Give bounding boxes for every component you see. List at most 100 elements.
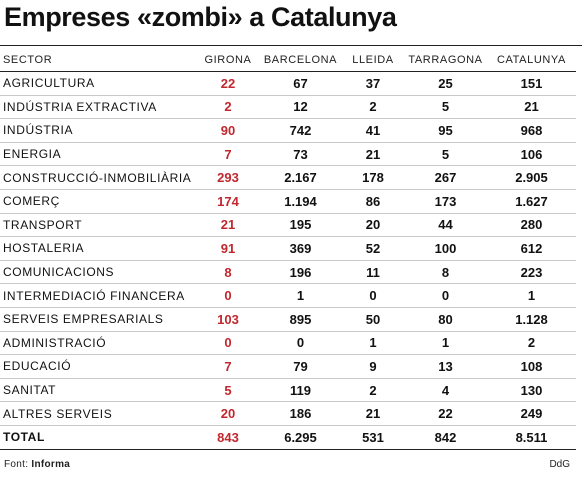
barcelona-cell: 195 [259,213,342,238]
girona-cell: 7 [197,354,259,379]
tarragona-cell: 5 [404,142,487,167]
catalunya-cell: 968 [487,118,576,143]
girona-cell: 91 [197,236,259,261]
barcelona-cell: 895 [259,307,342,332]
tarragona-cell: 267 [404,165,487,190]
credit-label: DdG [549,459,570,470]
zombie-companies-table: SECTOR GIRONA BARCELONA LLEIDA TARRAGONA… [0,49,576,450]
table-header-row: SECTOR GIRONA BARCELONA LLEIDA TARRAGONA… [0,49,576,72]
girona-cell: 0 [197,331,259,356]
sector-cell: TRANSPORT [0,213,197,238]
table-row: COMUNICACIONS 8 196 11 8 223 [0,260,576,285]
barcelona-cell: 12 [259,95,342,120]
barcelona-cell: 0 [259,331,342,356]
tarragona-cell: 5 [404,95,487,120]
barcelona-cell: 73 [259,142,342,167]
sector-cell: EDUCACIÓ [0,354,197,379]
table-row: INTERMEDIACIÓ FINANCERA 0 1 0 0 1 [0,283,576,308]
lleida-cell: 20 [342,213,404,238]
tarragona-cell: 842 [404,425,487,450]
source-note: Font: Informa [4,459,70,470]
table-row: AGRICULTURA 22 67 37 25 151 [0,71,576,96]
table-row: ENERGIA 7 73 21 5 106 [0,142,576,167]
tarragona-cell: 80 [404,307,487,332]
sector-cell: SANITAT [0,378,197,403]
table-row: HOSTALERIA 91 369 52 100 612 [0,236,576,261]
lleida-cell: 0 [342,283,404,308]
barcelona-cell: 186 [259,401,342,426]
sector-cell: CONSTRUCCIÓ-INMOBILIÀRIA [0,165,197,190]
sector-cell: AGRICULTURA [0,71,197,96]
sector-cell: COMUNICACIONS [0,260,197,285]
catalunya-cell: 1.128 [487,307,576,332]
table-row: INDÚSTRIA 90 742 41 95 968 [0,118,576,143]
lleida-cell: 1 [342,331,404,356]
catalunya-cell: 249 [487,401,576,426]
sector-cell: ALTRES SERVEIS [0,401,197,426]
girona-cell: 103 [197,307,259,332]
sector-cell: TOTAL [0,425,197,450]
girona-cell: 7 [197,142,259,167]
column-header-catalunya: CATALUNYA [487,49,576,72]
sector-cell: COMERÇ [0,189,197,214]
barcelona-cell: 742 [259,118,342,143]
lleida-cell: 9 [342,354,404,379]
tarragona-cell: 8 [404,260,487,285]
page-title: Empreses «zombi» a Catalunya [4,2,397,32]
girona-cell: 293 [197,165,259,190]
sector-cell: HOSTALERIA [0,236,197,261]
table-row: TRANSPORT 21 195 20 44 280 [0,213,576,238]
barcelona-cell: 67 [259,71,342,96]
girona-cell: 20 [197,401,259,426]
tarragona-cell: 173 [404,189,487,214]
catalunya-cell: 280 [487,213,576,238]
column-header-tarragona: TARRAGONA [404,49,487,72]
tarragona-cell: 95 [404,118,487,143]
catalunya-cell: 8.511 [487,425,576,450]
tarragona-cell: 4 [404,378,487,403]
girona-cell: 2 [197,95,259,120]
table-row: ADMINISTRACIÓ 0 0 1 1 2 [0,331,576,356]
girona-cell: 8 [197,260,259,285]
girona-cell: 21 [197,213,259,238]
lleida-cell: 50 [342,307,404,332]
table-row: ALTRES SERVEIS 20 186 21 22 249 [0,401,576,426]
sector-cell: ADMINISTRACIÓ [0,331,197,356]
barcelona-cell: 6.295 [259,425,342,450]
tarragona-cell: 1 [404,331,487,356]
lleida-cell: 11 [342,260,404,285]
lleida-cell: 531 [342,425,404,450]
catalunya-cell: 21 [487,95,576,120]
table-row: SERVEIS EMPRESARIALS 103 895 50 80 1.128 [0,307,576,332]
sector-cell: ENERGIA [0,142,197,167]
barcelona-cell: 1 [259,283,342,308]
table-row: INDÚSTRIA EXTRACTIVA 2 12 2 5 21 [0,95,576,120]
lleida-cell: 178 [342,165,404,190]
barcelona-cell: 369 [259,236,342,261]
lleida-cell: 2 [342,95,404,120]
lleida-cell: 52 [342,236,404,261]
catalunya-cell: 223 [487,260,576,285]
catalunya-cell: 612 [487,236,576,261]
table-row: EDUCACIÓ 7 79 9 13 108 [0,354,576,379]
tarragona-cell: 22 [404,401,487,426]
barcelona-cell: 119 [259,378,342,403]
lleida-cell: 37 [342,71,404,96]
sector-cell: INDÚSTRIA EXTRACTIVA [0,95,197,120]
catalunya-cell: 130 [487,378,576,403]
girona-cell: 174 [197,189,259,214]
barcelona-cell: 79 [259,354,342,379]
column-header-girona: GIRONA [197,49,259,72]
source-label: Font: [4,459,29,470]
sector-cell: INTERMEDIACIÓ FINANCERA [0,283,197,308]
column-header-barcelona: BARCELONA [259,49,342,72]
total-row: TOTAL 843 6.295 531 842 8.511 [0,425,576,450]
girona-cell: 90 [197,118,259,143]
source-name: Informa [31,459,71,470]
catalunya-cell: 106 [487,142,576,167]
barcelona-cell: 196 [259,260,342,285]
table-row: CONSTRUCCIÓ-INMOBILIÀRIA 293 2.167 178 267 2.… [0,165,576,190]
table-body: AGRICULTURA 22 67 37 25 151 INDÚSTRIA EXTRACTI… [0,71,576,450]
lleida-cell: 21 [342,401,404,426]
girona-cell: 0 [197,283,259,308]
